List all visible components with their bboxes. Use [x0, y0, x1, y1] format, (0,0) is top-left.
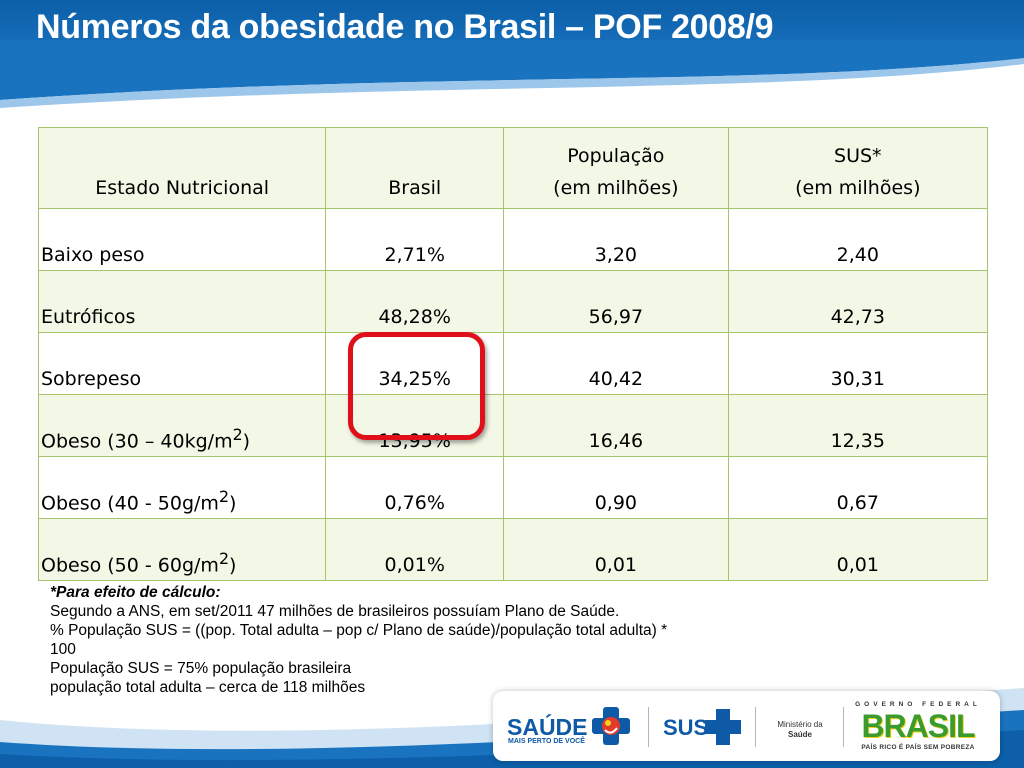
header-brasil: Brasil — [325, 127, 505, 209]
cell-populacao: 3,20 — [503, 208, 729, 271]
table-header-row: Estado Nutricional Brasil População (em … — [37, 127, 989, 209]
cell-estado: Obeso (50 - 60g/m2) — [37, 518, 327, 581]
logo-separator — [755, 707, 756, 747]
saude-logo-text: SAÚDE — [507, 714, 588, 740]
table-row: Baixo peso 2,71% 3,20 2,40 — [37, 208, 989, 271]
sus-cross-icon — [705, 709, 741, 745]
sus-logo-text: SUS — [663, 715, 709, 740]
cell-brasil: 0,76% — [325, 456, 505, 519]
cell-populacao: 56,97 — [503, 270, 729, 333]
saude-logo-subtitle: MAIS PERTO DE VOCÊ — [508, 738, 585, 745]
table-row: Eutróficos 48,28% 56,97 42,73 — [37, 270, 989, 333]
obesity-table: Estado Nutricional Brasil População (em … — [37, 127, 989, 581]
footnote-line: Segundo a ANS, em set/2011 47 milhões de… — [50, 603, 620, 620]
cell-populacao: 0,90 — [503, 456, 729, 519]
header-sus: SUS* (em milhões) — [727, 127, 989, 209]
footnote-line: % População SUS = ((pop. Total adulta – … — [50, 622, 668, 639]
footnote-line: População SUS = 75% população brasileira — [50, 660, 352, 677]
logo-separator — [648, 707, 649, 747]
cell-estado: Sobrepeso — [37, 332, 327, 395]
cell-brasil: 0,01% — [325, 518, 505, 581]
footnote-line: 100 — [50, 641, 76, 658]
cell-estado: Eutróficos — [37, 270, 327, 333]
slide-title: Números da obesidade no Brasil – POF 200… — [36, 8, 774, 46]
header-estado: Estado Nutricional — [37, 127, 327, 209]
cell-estado: Baixo peso — [37, 208, 327, 271]
table-row: Obeso (40 - 50g/m2) 0,76% 0,90 0,67 — [37, 456, 989, 519]
cell-brasil: 2,71% — [325, 208, 505, 271]
brasil-slogan: PAÍS RICO É PAÍS SEM POBREZA — [861, 744, 975, 751]
cell-brasil: 48,28% — [325, 270, 505, 333]
cell-populacao: 40,42 — [503, 332, 729, 395]
table-row: Sobrepeso 34,25% 40,42 30,31 — [37, 332, 989, 395]
cell-estado: Obeso (30 – 40kg/m2) — [37, 394, 327, 457]
logos-panel: SAÚDE MAIS PERTO DE VOCÊ SUS Ministério … — [493, 691, 1000, 761]
title-wave-decoration — [0, 40, 1024, 108]
cell-sus: 30,31 — [727, 332, 989, 395]
logo-separator — [843, 707, 844, 747]
table-row: Obeso (30 – 40kg/m2) 13,95% 16,46 12,35 — [37, 394, 989, 457]
brasil-logo-text: BRASIL — [861, 708, 975, 744]
cell-estado: Obeso (40 - 50g/m2) — [37, 456, 327, 519]
highlight-box — [348, 332, 485, 440]
footnotes: *Para efeito de cálculo: Segundo a ANS, … — [50, 583, 850, 697]
cell-sus: 42,73 — [727, 270, 989, 333]
footnote-line: população total adulta – cerca de 118 mi… — [50, 679, 366, 696]
footnote-title: *Para efeito de cálculo: — [50, 584, 221, 601]
governo-federal-label: GOVERNO FEDERAL — [855, 701, 981, 708]
table-row: Obeso (50 - 60g/m2) 0,01% 0,01 0,01 — [37, 518, 989, 581]
cell-populacao: 16,46 — [503, 394, 729, 457]
saude-cross-icon — [592, 707, 630, 745]
ministerio-logo: Ministério da Saúde — [777, 720, 823, 739]
cell-sus: 2,40 — [727, 208, 989, 271]
cell-sus: 0,01 — [727, 518, 989, 581]
cell-sus: 12,35 — [727, 394, 989, 457]
header-populacao: População (em milhões) — [503, 127, 729, 209]
cell-sus: 0,67 — [727, 456, 989, 519]
cell-populacao: 0,01 — [503, 518, 729, 581]
